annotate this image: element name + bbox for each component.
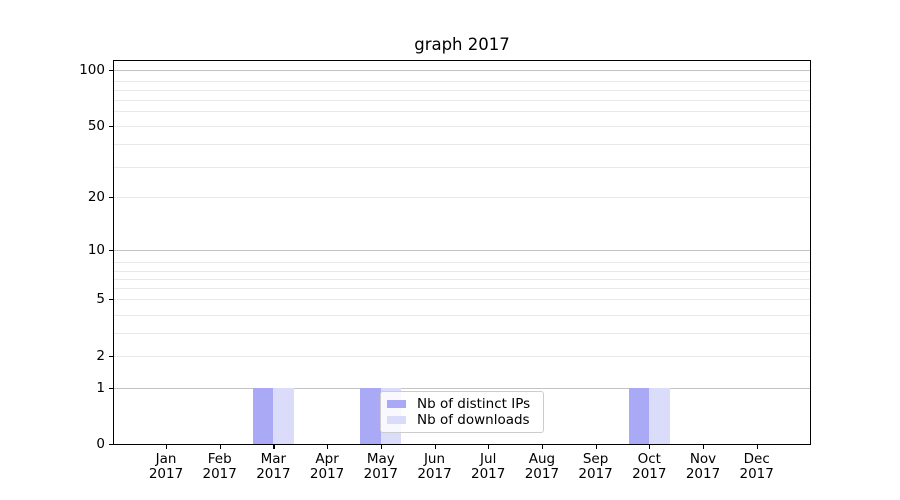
gridline-minor	[114, 100, 810, 101]
x-tick-mark	[327, 445, 329, 449]
x-tick-mark	[541, 445, 544, 449]
gridline-minor	[114, 197, 810, 198]
x-tick-label-jun: Jun 2017	[417, 451, 452, 482]
gridline-minor	[114, 144, 810, 145]
plot-area: Nb of distinct IPs Nb of downloads	[113, 60, 811, 445]
legend-entry-distinct-ips: Nb of distinct IPs	[387, 396, 535, 412]
x-tick-mark	[649, 445, 651, 449]
gridline-minor	[114, 126, 810, 127]
y-tick-label-10: 10	[87, 242, 105, 258]
gridline-minor	[114, 288, 810, 289]
y-tick-label-50: 50	[87, 118, 105, 134]
x-tick-mark	[595, 445, 597, 449]
legend: Nb of distinct IPs Nb of downloads	[380, 391, 544, 433]
x-tick-mark	[380, 445, 382, 449]
y-tick-mark	[109, 126, 113, 128]
y-tick-mark	[109, 388, 113, 390]
y-tick-mark	[109, 444, 113, 446]
x-tick-label-jul: Jul 2017	[471, 451, 506, 482]
x-tick-mark	[434, 445, 436, 449]
y-tick-label-5: 5	[96, 291, 105, 307]
y-tick-mark	[109, 299, 113, 301]
y-tick-label-100: 100	[79, 62, 105, 78]
x-tick-label-oct: Oct 2017	[632, 451, 667, 482]
bar-nb-of-downloads-mar	[273, 388, 294, 444]
bar-nb-of-distinct-ips-oct	[628, 388, 650, 444]
x-tick-mark	[756, 445, 758, 449]
y-tick-label-2: 2	[96, 348, 105, 364]
x-tick-mark	[488, 445, 490, 449]
x-tick-mark	[166, 445, 168, 449]
bar-nb-of-distinct-ips-mar	[252, 388, 274, 444]
chart-title: graph 2017	[414, 35, 510, 54]
x-tick-mark	[703, 445, 705, 449]
x-tick-label-nov: Nov 2017	[685, 451, 721, 482]
gridline-minor	[114, 271, 810, 272]
x-tick-mark	[273, 445, 275, 449]
x-tick-label-dec: Dec 2017	[739, 451, 774, 482]
bar-nb-of-downloads-oct	[649, 388, 670, 444]
gridline-major	[114, 388, 810, 389]
x-tick-mark	[219, 445, 221, 449]
x-tick-label-feb: Feb 2017	[202, 451, 237, 482]
gridline-minor	[114, 167, 810, 168]
gridline-minor	[114, 279, 810, 280]
legend-swatch-downloads-icon	[387, 416, 406, 424]
y-tick-label-20: 20	[87, 189, 105, 205]
y-tick-label-0: 0	[96, 436, 105, 452]
gridline-major	[114, 70, 810, 71]
legend-label-distinct-ips: Nb of distinct IPs	[417, 396, 531, 412]
legend-label-downloads: Nb of downloads	[417, 412, 530, 428]
y-tick-mark	[109, 70, 113, 72]
y-tick-mark	[109, 250, 113, 252]
y-tick-mark	[109, 356, 113, 358]
gridline-minor	[114, 299, 810, 300]
x-tick-label-jan: Jan 2017	[148, 451, 184, 482]
gridline-minor	[114, 356, 810, 357]
gridline-minor	[114, 262, 810, 263]
gridline-minor	[114, 315, 810, 316]
y-tick-mark	[109, 197, 113, 199]
bar-nb-of-distinct-ips-may	[360, 388, 381, 444]
x-tick-label-aug: Aug 2017	[524, 451, 560, 482]
x-tick-label-may: May 2017	[363, 451, 398, 482]
gridline-minor	[114, 333, 810, 334]
x-tick-label-mar: Mar 2017	[256, 451, 291, 482]
gridline-minor	[114, 111, 810, 112]
gridline-minor	[114, 90, 810, 91]
x-tick-label-apr: Apr 2017	[309, 451, 345, 482]
gridline-major	[114, 250, 810, 251]
legend-swatch-distinct-ips-icon	[387, 400, 406, 408]
y-tick-label-1: 1	[96, 380, 105, 396]
gridline-minor	[114, 81, 810, 82]
x-tick-label-sep: Sep 2017	[578, 451, 613, 482]
legend-entry-downloads: Nb of downloads	[387, 412, 535, 428]
